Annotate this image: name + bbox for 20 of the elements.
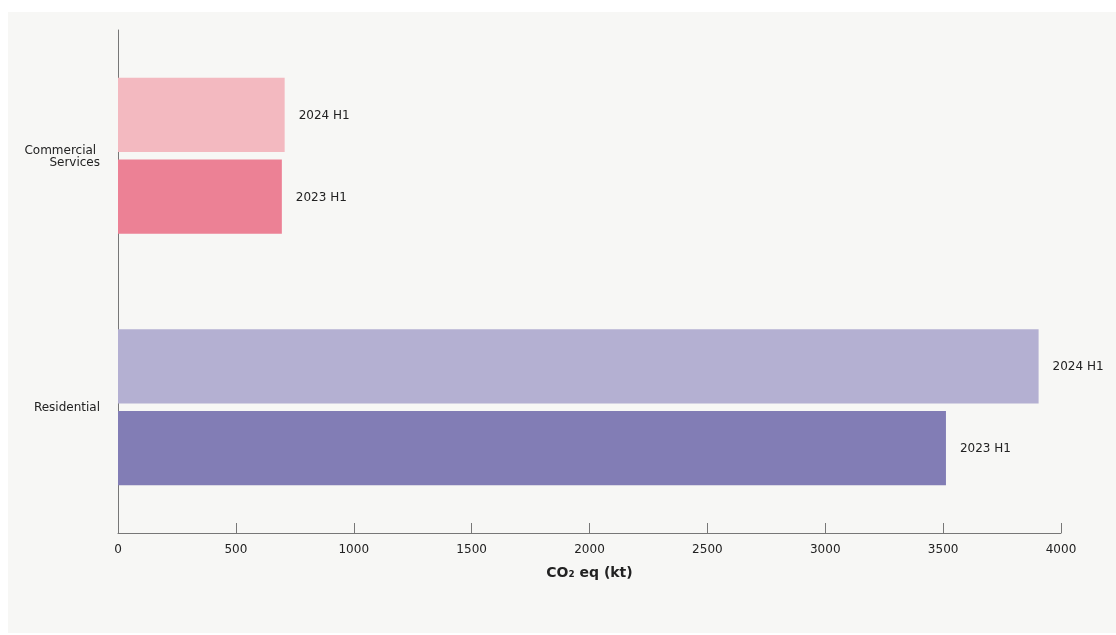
bar [118,410,946,486]
series-label: 2024 H1 [298,107,350,122]
x-tick-label: 3500 [927,542,959,556]
x-tick-label: 0 [114,542,122,556]
y-tick-label: Residential [33,400,100,415]
x-tick-label: 4000 [1045,542,1077,556]
x-tick-label: 3000 [809,542,841,556]
x-tick-label: 1000 [338,542,370,556]
x-axis-title: CO₂ eq (kt) [546,564,633,580]
x-tick-label: 500 [224,542,248,556]
bar [118,159,282,234]
series-label: 2023 H1 [295,189,347,204]
bar [118,329,1039,404]
x-tick-label: 2500 [692,542,723,556]
x-tick-label: 1500 [456,542,487,556]
y-tick-label: Commercial Services [24,142,100,169]
bar [118,77,285,153]
x-tick-label: 2000 [574,542,605,556]
text: 2023 H1 [959,441,1011,456]
text: 2024 H1 [1052,359,1104,374]
